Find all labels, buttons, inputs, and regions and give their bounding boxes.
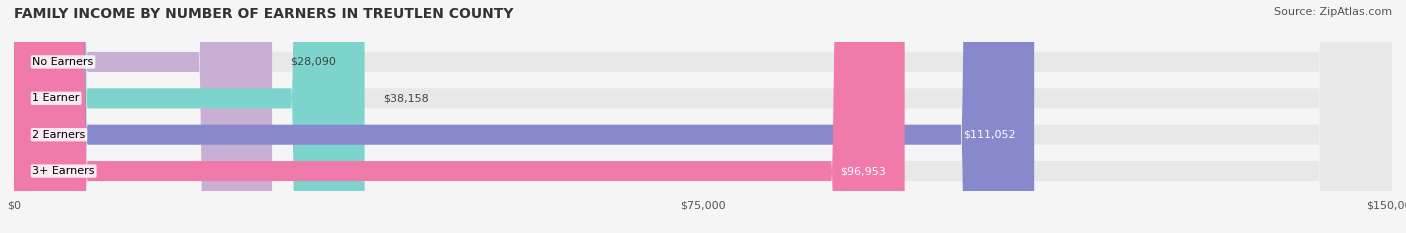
Text: $96,953: $96,953 xyxy=(841,166,886,176)
FancyBboxPatch shape xyxy=(14,0,273,233)
FancyBboxPatch shape xyxy=(14,0,904,233)
Text: FAMILY INCOME BY NUMBER OF EARNERS IN TREUTLEN COUNTY: FAMILY INCOME BY NUMBER OF EARNERS IN TR… xyxy=(14,7,513,21)
Text: $111,052: $111,052 xyxy=(963,130,1015,140)
Text: 1 Earner: 1 Earner xyxy=(32,93,80,103)
FancyBboxPatch shape xyxy=(14,0,1392,233)
FancyBboxPatch shape xyxy=(14,0,364,233)
Text: 3+ Earners: 3+ Earners xyxy=(32,166,96,176)
FancyBboxPatch shape xyxy=(14,0,1035,233)
Text: 2 Earners: 2 Earners xyxy=(32,130,86,140)
FancyBboxPatch shape xyxy=(14,0,1392,233)
Text: Source: ZipAtlas.com: Source: ZipAtlas.com xyxy=(1274,7,1392,17)
FancyBboxPatch shape xyxy=(14,0,1392,233)
FancyBboxPatch shape xyxy=(14,0,1392,233)
Text: $38,158: $38,158 xyxy=(382,93,429,103)
Text: $28,090: $28,090 xyxy=(291,57,336,67)
Text: No Earners: No Earners xyxy=(32,57,94,67)
